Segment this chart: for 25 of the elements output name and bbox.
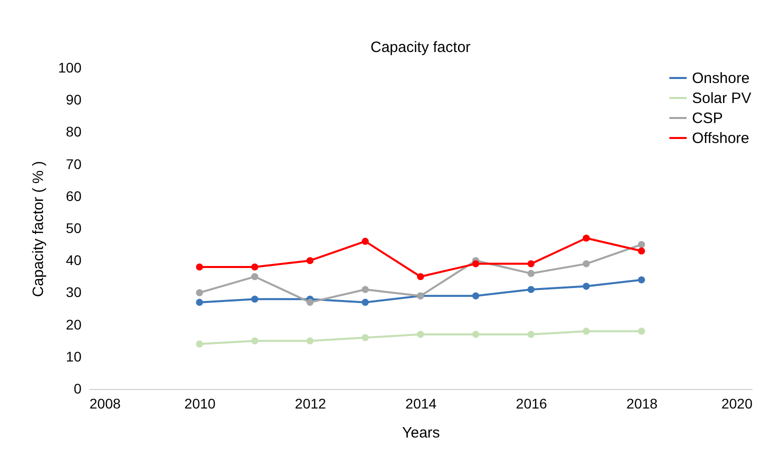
y-tick-label: 20 (66, 316, 82, 332)
y-axis-title: Capacity factor ( % ) (30, 161, 48, 297)
y-tick-label: 70 (66, 156, 82, 172)
y-tick-label: 100 (58, 60, 82, 76)
x-tick-label: 2014 (405, 396, 437, 412)
x-tick-label: 2018 (626, 396, 658, 412)
x-tick-label: 2012 (294, 396, 326, 412)
y-tick-label: 50 (66, 220, 82, 236)
chart-title: Capacity factor (370, 39, 471, 56)
y-tick-label: 10 (66, 348, 82, 364)
x-tick-label: 2016 (516, 396, 548, 412)
y-tick-label: 80 (66, 124, 82, 140)
y-tick-label: 40 (66, 252, 82, 268)
x-axis-title: Years (402, 424, 440, 442)
legend-label: CSP (692, 110, 723, 127)
y-tick-label: 0 (74, 380, 82, 396)
x-tick-label: 2020 (721, 396, 753, 412)
x-tick-label: 2010 (184, 396, 216, 412)
y-tick-label: 90 (66, 92, 82, 108)
legend-label: Offshore (692, 130, 750, 147)
y-tick-label: 60 (66, 188, 82, 204)
legend-label: Onshore (692, 70, 750, 87)
y-tick-label: 30 (66, 284, 82, 300)
x-tick-label: 2008 (90, 396, 121, 412)
legend-label: Solar PV (692, 90, 752, 107)
